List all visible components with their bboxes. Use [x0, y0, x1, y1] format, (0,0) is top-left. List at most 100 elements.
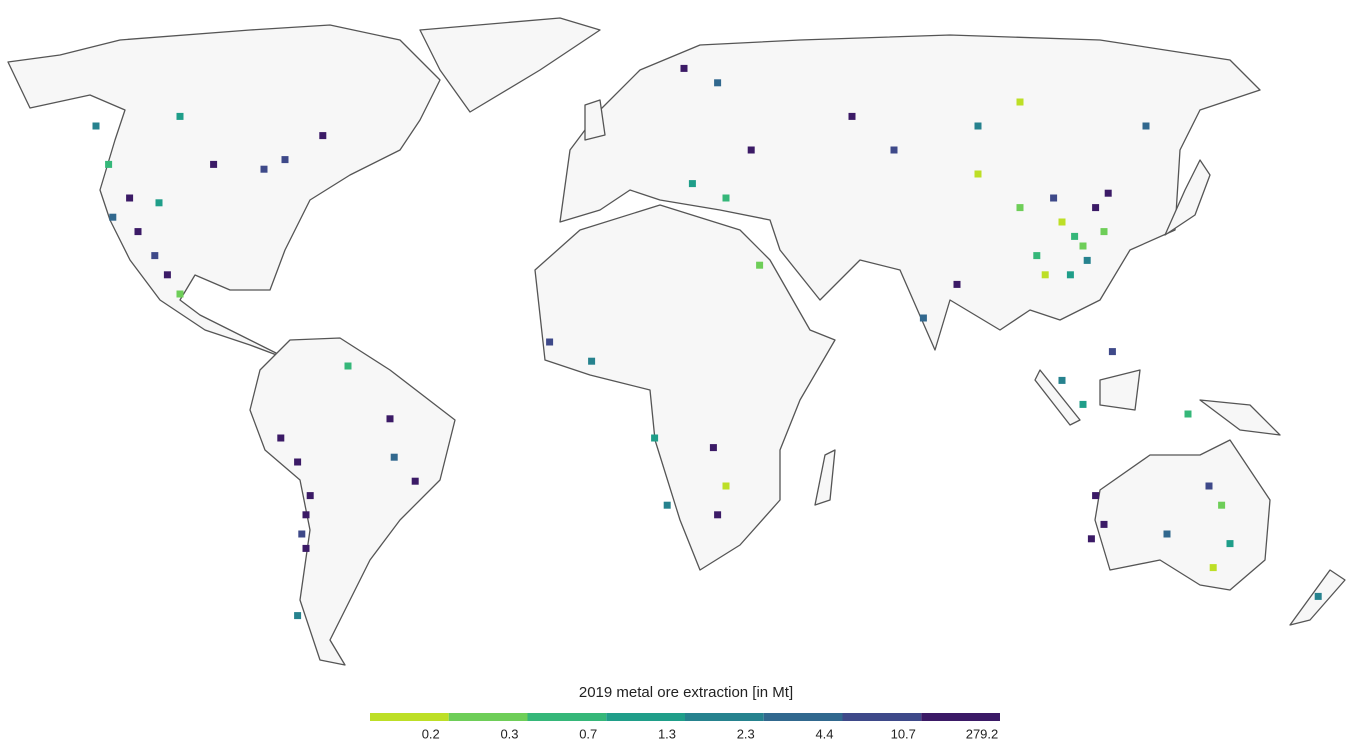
cell: [134, 228, 142, 236]
cell: [1205, 482, 1213, 490]
greenland: [419, 17, 601, 113]
cell: [1079, 400, 1087, 408]
cell: [294, 612, 302, 620]
legend-label: 10.7: [891, 726, 916, 741]
cell: [588, 357, 596, 365]
south-america: [249, 337, 456, 666]
cell: [1100, 520, 1108, 528]
cell: [722, 194, 730, 202]
cell: [411, 477, 419, 485]
cell: [1108, 348, 1116, 356]
legend-swatch: [842, 713, 922, 721]
legend-swatch: [606, 713, 685, 721]
cell: [1016, 98, 1024, 106]
cells: [92, 64, 1322, 620]
cell: [1163, 530, 1171, 538]
legend: 2019 metal ore extraction [in Mt] 0.2 0.3…: [370, 684, 1000, 741]
cell: [176, 290, 184, 298]
legend-label: 1.3: [658, 726, 676, 741]
legend-label: 4.4: [815, 726, 833, 741]
legend-label: 2.3: [737, 726, 755, 741]
legend-swatch: [370, 713, 449, 721]
cell: [953, 280, 961, 288]
cell: [109, 213, 117, 221]
cell: [722, 482, 730, 490]
cell: [1104, 189, 1112, 197]
legend-swatch: [921, 713, 1000, 721]
cell: [1050, 194, 1058, 202]
legend-label: 279.2: [966, 726, 999, 741]
cell: [1226, 540, 1234, 548]
cell: [105, 160, 113, 168]
cell: [126, 194, 134, 202]
cell: [390, 453, 398, 461]
cell: [688, 180, 696, 188]
cell: [1209, 564, 1217, 572]
cell: [281, 156, 289, 164]
cell: [1071, 232, 1079, 240]
britain: [584, 99, 606, 141]
sumatra-borneo: [1034, 369, 1141, 426]
cell: [1218, 501, 1226, 509]
cell: [974, 170, 982, 178]
cell: [1066, 271, 1074, 279]
cell: [1100, 228, 1108, 236]
cell: [210, 160, 218, 168]
cell: [714, 79, 722, 87]
cell: [756, 261, 764, 269]
legend-label: 0.7: [579, 726, 597, 741]
cell: [155, 199, 163, 207]
cell: [974, 122, 982, 130]
cell: [260, 165, 268, 173]
cell: [714, 511, 722, 519]
cell: [663, 501, 671, 509]
legend-swatch: [448, 713, 528, 721]
cell: [1092, 204, 1100, 212]
cell: [1092, 492, 1100, 500]
cell: [890, 146, 898, 154]
cell: [1087, 535, 1095, 543]
cell: [1184, 410, 1192, 418]
land: [7, 17, 1346, 666]
cell: [1079, 242, 1087, 250]
cell: [1314, 592, 1322, 600]
legend-swatch: [527, 713, 607, 721]
cell: [151, 252, 159, 260]
new-guinea: [1199, 399, 1281, 436]
cell: [747, 146, 755, 154]
cell: [1058, 218, 1066, 226]
cell: [319, 132, 327, 140]
cell: [344, 362, 352, 370]
cell: [848, 112, 856, 120]
cell: [386, 415, 394, 423]
cell: [1016, 204, 1024, 212]
africa: [534, 204, 836, 571]
cell: [919, 314, 927, 322]
cell: [680, 64, 688, 72]
japan: [1164, 159, 1211, 236]
cell: [92, 122, 100, 130]
eurasia: [559, 34, 1261, 351]
australia: [1094, 439, 1271, 591]
cell: [1083, 256, 1091, 264]
cell: [163, 271, 171, 279]
madagascar: [814, 449, 836, 506]
cell: [1142, 122, 1150, 130]
cell: [176, 112, 184, 120]
legend-label: 0.2: [422, 726, 440, 741]
cell: [546, 338, 554, 346]
legend-swatch: [685, 713, 764, 721]
cell: [1033, 252, 1041, 260]
cell: [302, 544, 310, 552]
legend-title: 2019 metal ore extraction [in Mt]: [579, 684, 793, 701]
cell: [1058, 376, 1066, 384]
north-america: [7, 24, 441, 361]
cell: [302, 511, 310, 519]
legend-label: 0.3: [500, 726, 518, 741]
cell: [709, 444, 717, 452]
cell: [277, 434, 285, 442]
cell: [298, 530, 306, 538]
cell: [651, 434, 659, 442]
